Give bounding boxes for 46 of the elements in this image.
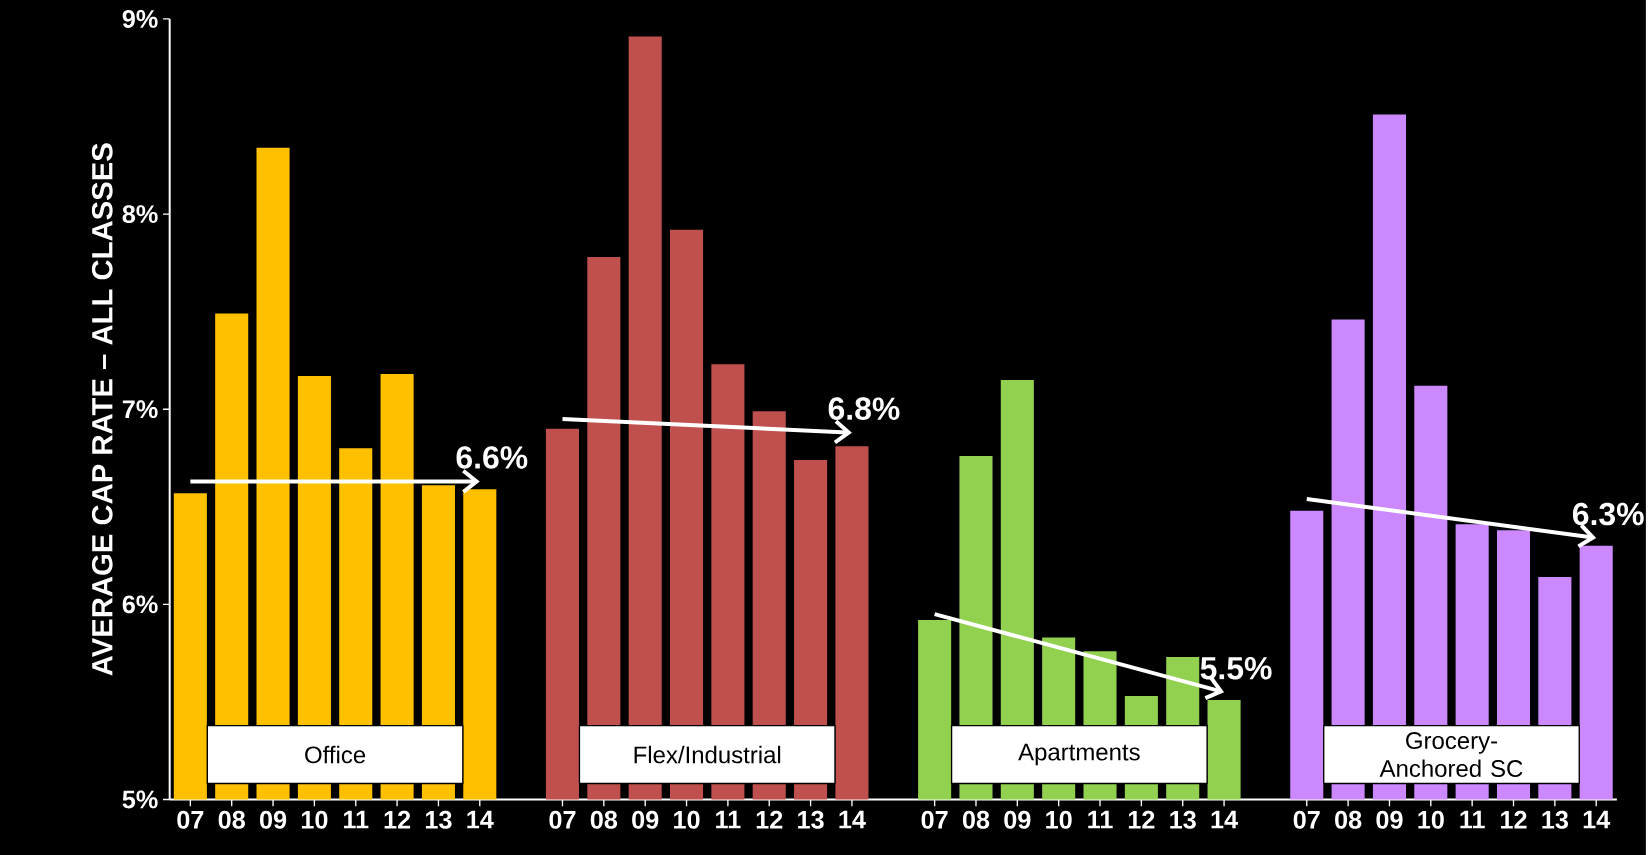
x-tick-label: 10 — [1046, 810, 1072, 829]
y-tick-label: 7% — [122, 400, 158, 418]
x-tick-label: 12 — [384, 810, 411, 829]
annotation: 5.5% — [1200, 656, 1272, 680]
x-tick-label: 12 — [1128, 810, 1155, 829]
x-tick-label: 08 — [590, 810, 618, 829]
annotation: Grocery-Anchored SC — [1379, 731, 1523, 777]
x-tick-label: 08 — [962, 810, 990, 829]
x-tick-label: 07 — [1293, 810, 1320, 829]
y-tick-label: 9% — [122, 9, 158, 28]
x-tick-label: 13 — [1542, 810, 1568, 829]
x-tick-label: 08 — [218, 810, 245, 829]
y-tick-label: 6% — [122, 595, 158, 614]
annotation: 6.6% — [456, 445, 528, 469]
y-axis-title: AVERAGE CAP RATE – ALL CLASSES — [91, 143, 113, 676]
x-tick-label: 10 — [1418, 810, 1444, 829]
x-tick-label: 11 — [343, 810, 369, 829]
x-tick-label: 07 — [177, 810, 204, 829]
x-tick-label: 12 — [1501, 810, 1527, 829]
x-tick-label: 07 — [921, 810, 948, 829]
x-tick-label: 13 — [798, 810, 824, 829]
x-tick-label: 09 — [259, 810, 287, 829]
x-tick-label: 10 — [674, 810, 700, 829]
x-tick-label: 13 — [425, 810, 452, 829]
y-tick-label: 5% — [122, 790, 158, 809]
x-tick-label: 11 — [716, 810, 741, 829]
x-tick-label: 09 — [632, 810, 659, 829]
x-tick-label: 14 — [467, 810, 494, 829]
x-tick-label: 14 — [839, 810, 866, 829]
x-tick-label: 08 — [1335, 810, 1362, 829]
annotation: Office — [305, 745, 366, 764]
x-tick-label: 07 — [549, 810, 576, 829]
x-tick-label: 11 — [1088, 810, 1113, 829]
annotation: Flex/Industrial — [634, 745, 781, 764]
x-tick-label: 09 — [1376, 810, 1403, 829]
y-tick-label: 8% — [122, 204, 158, 223]
x-tick-label: 11 — [1460, 810, 1485, 829]
annotation: 6.3% — [1572, 502, 1644, 526]
annotation: 6.8% — [828, 397, 900, 420]
x-tick-label: 10 — [301, 810, 328, 829]
x-tick-label: 13 — [1170, 810, 1196, 829]
annotation: Apartments — [1018, 743, 1140, 766]
x-tick-label: 14 — [1583, 810, 1611, 829]
x-tick-label: 12 — [756, 810, 783, 829]
x-tick-label: 14 — [1211, 810, 1238, 829]
x-tick-label: 09 — [1004, 810, 1031, 829]
